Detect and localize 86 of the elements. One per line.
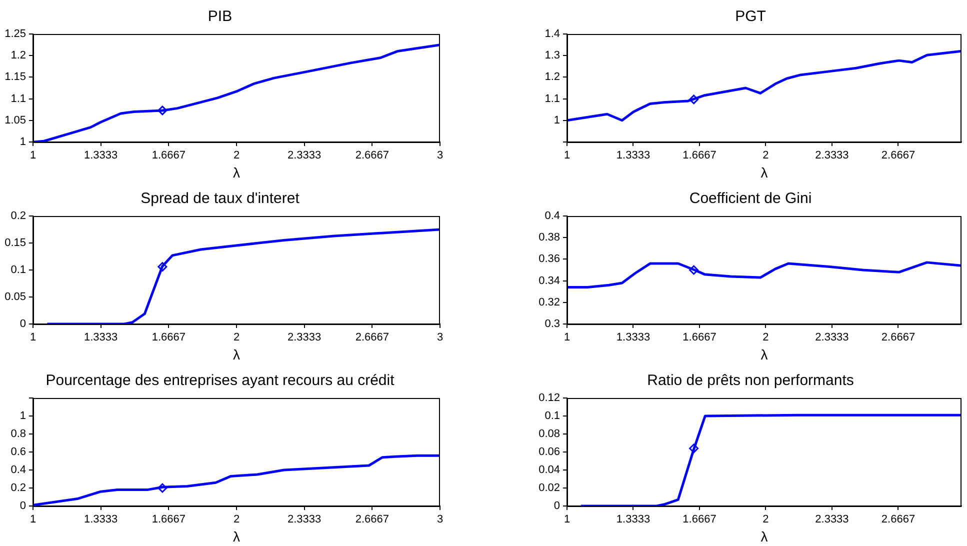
y-tick-label: 0 [20,318,26,330]
x-tick-label: 3 [436,150,444,162]
y-tick-label: 0.12 [538,392,560,404]
y-tick-label: 0 [554,500,560,512]
y-tick-label: 1.2 [10,50,26,62]
x-tick-label: 1.6667 [152,150,186,162]
x-tick-label: 2.3333 [288,150,322,162]
x-tick-label: 1 [564,332,570,344]
y-tick-label: 0.2 [10,482,26,494]
chart-title: Coefficient de Gini [689,190,812,208]
x-axis-title: λ [760,346,768,362]
y-tick-label: 0.36 [538,253,560,266]
x-tick-label: 1.3333 [616,332,650,344]
x-tick-label: 1 [564,150,570,162]
x-tick-label: 2.6667 [355,150,389,162]
x-tick-label: 2.3333 [288,332,322,344]
y-tick-label: 0.08 [538,428,560,440]
y-tick-label: 1.4 [544,28,560,40]
y-tick-label: 1.25 [4,28,26,40]
chart-title: Pourcentage des entreprises ayant recours au crédit [46,372,396,390]
x-tick-label: 1.6667 [682,514,716,526]
x-tick-label: 2.6667 [881,514,916,526]
chart-title: Spread de taux d'interet [140,190,300,208]
y-tick-label: 1.2 [544,71,560,84]
x-tick-label: 1 [30,150,36,162]
chart-title: Ratio de prêts non performants [647,372,854,390]
chart-title: PGT [735,8,766,26]
x-tick-label: 1.3333 [84,332,118,344]
x-tick-label: 2 [762,514,769,526]
x-tick-label: 1.3333 [84,514,118,526]
x-axis-title: λ [760,528,768,544]
x-tick-label: 1 [30,332,36,344]
x-tick-label: 2.6667 [881,150,916,162]
y-tick-label: 0.04 [538,464,560,476]
x-axis-title: λ [233,346,240,362]
x-tick-label: 2 [233,332,240,344]
x-tick-label: 2.6667 [355,514,389,526]
x-tick-label: 2.6667 [881,332,916,344]
y-tick-label: 0.38 [538,232,560,244]
x-tick-label: 2 [762,332,769,344]
y-tick-label: 1 [20,136,26,148]
y-tick-label: 0 [20,500,26,512]
x-tick-label: 2 [233,514,240,526]
y-tick-label: 0.34 [538,274,560,287]
x-tick-label: 1 [564,514,570,526]
x-tick-label: 1.3333 [616,150,650,162]
y-tick-label: 1 [20,410,26,422]
y-tick-label: 0.4 [544,210,560,222]
x-axis-title: λ [760,164,768,180]
chart-title: PIB [208,8,232,26]
y-tick-label: 0.02 [538,482,560,494]
y-tick-label: 0.2 [10,210,26,222]
y-tick-label: 0.1 [544,410,560,422]
y-tick-label: 1.3 [544,50,560,62]
x-tick-label: 1.6667 [682,150,716,162]
x-tick-label: 2.3333 [815,332,849,344]
x-tick-label: 1.6667 [682,332,716,344]
y-tick-label: 0.6 [10,446,26,458]
x-tick-label: 3 [436,514,444,526]
y-tick-label: 0.3 [544,318,560,330]
x-tick-label: 1 [30,514,36,526]
y-tick-label: 1.05 [4,114,26,126]
y-tick-label: 0.32 [538,296,560,308]
y-tick-label: 0.15 [4,237,26,250]
x-tick-label: 2.3333 [288,514,322,526]
y-tick-label: 0.06 [538,446,560,458]
x-tick-label: 2.3333 [815,150,849,162]
y-tick-label: 0.8 [10,428,26,440]
y-tick-label: 1.15 [4,71,26,84]
x-tick-label: 3 [436,332,444,344]
x-tick-label: 1.6667 [152,332,186,344]
x-tick-label: 1.3333 [84,150,118,162]
x-tick-label: 1.6667 [152,514,186,526]
y-tick-label: 0.1 [10,264,26,276]
y-tick-label: 0.05 [4,291,26,304]
x-axis-title: λ [233,164,240,180]
y-tick-label: 1.1 [544,92,560,105]
x-tick-label: 2.3333 [815,514,849,526]
x-tick-label: 1.3333 [616,514,650,526]
x-tick-label: 2 [233,150,240,162]
x-tick-label: 2 [762,150,769,162]
y-tick-label: 1 [554,114,560,126]
y-tick-label: 1.1 [10,92,26,105]
y-tick-label: 0.4 [10,464,26,476]
x-tick-label: 2.6667 [355,332,389,344]
x-axis-title: λ [233,528,240,544]
